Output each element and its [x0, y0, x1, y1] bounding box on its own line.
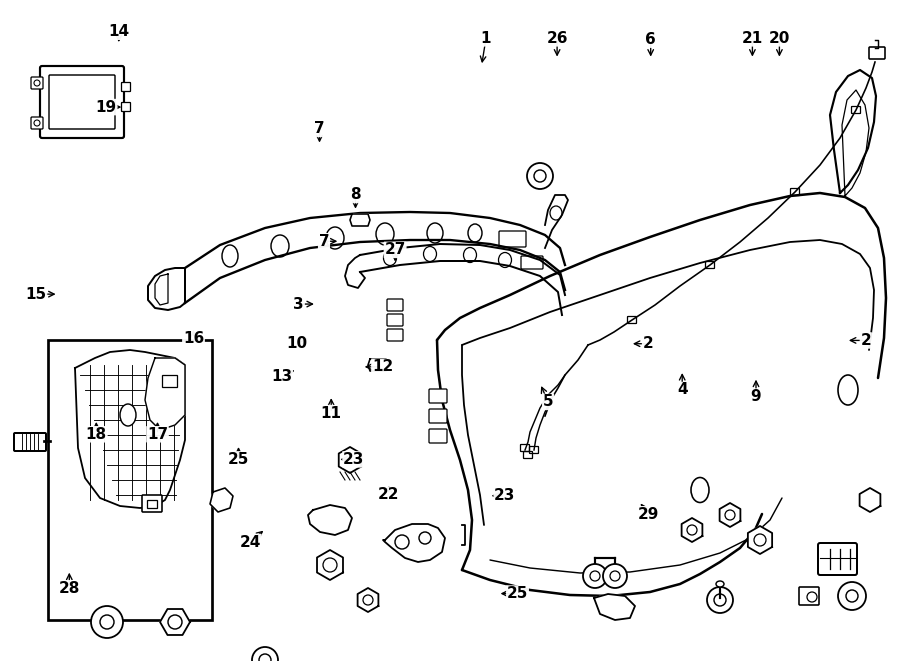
Circle shape [603, 564, 627, 588]
FancyBboxPatch shape [122, 83, 130, 91]
FancyBboxPatch shape [429, 429, 447, 443]
Text: 5: 5 [543, 395, 553, 409]
Text: 22: 22 [378, 487, 400, 502]
Polygon shape [75, 350, 185, 508]
Text: 7: 7 [319, 234, 329, 249]
Text: 16: 16 [183, 331, 204, 346]
Text: 26: 26 [546, 31, 568, 46]
FancyBboxPatch shape [387, 329, 403, 341]
Text: 2: 2 [860, 333, 871, 348]
FancyBboxPatch shape [142, 495, 162, 512]
Polygon shape [681, 518, 702, 542]
Polygon shape [308, 505, 352, 535]
Text: 23: 23 [494, 488, 516, 503]
Text: 4: 4 [677, 383, 688, 397]
Text: 18: 18 [86, 427, 107, 442]
Text: 28: 28 [58, 581, 80, 596]
Circle shape [707, 587, 733, 613]
Polygon shape [345, 255, 365, 288]
Circle shape [252, 647, 278, 661]
Text: 8: 8 [350, 188, 361, 202]
Polygon shape [210, 488, 233, 512]
Polygon shape [545, 195, 568, 248]
Text: 14: 14 [108, 24, 130, 39]
FancyBboxPatch shape [31, 77, 43, 89]
Text: 3: 3 [293, 297, 304, 311]
FancyBboxPatch shape [387, 314, 403, 326]
Circle shape [583, 564, 607, 588]
Circle shape [91, 606, 123, 638]
Text: 25: 25 [507, 586, 528, 601]
FancyBboxPatch shape [387, 299, 403, 311]
Circle shape [838, 582, 866, 610]
Polygon shape [350, 214, 370, 226]
Polygon shape [594, 594, 635, 620]
Text: 25: 25 [228, 452, 249, 467]
Text: 23: 23 [343, 452, 364, 467]
Polygon shape [145, 358, 185, 430]
Polygon shape [160, 609, 190, 635]
Polygon shape [720, 503, 741, 527]
Text: 24: 24 [239, 535, 261, 549]
FancyBboxPatch shape [818, 543, 857, 575]
FancyBboxPatch shape [122, 102, 130, 112]
FancyBboxPatch shape [40, 66, 124, 138]
Text: 12: 12 [372, 360, 393, 374]
Polygon shape [383, 524, 445, 562]
FancyBboxPatch shape [14, 433, 46, 451]
Text: 17: 17 [147, 427, 168, 442]
FancyBboxPatch shape [429, 389, 447, 403]
Text: 11: 11 [320, 406, 342, 420]
Polygon shape [338, 447, 361, 473]
FancyBboxPatch shape [429, 409, 447, 423]
Text: 21: 21 [742, 31, 763, 46]
Text: 27: 27 [384, 243, 406, 257]
Polygon shape [860, 488, 880, 512]
Text: 19: 19 [95, 100, 117, 114]
Polygon shape [317, 550, 343, 580]
Polygon shape [368, 359, 388, 371]
Text: 29: 29 [637, 507, 659, 522]
Polygon shape [357, 588, 378, 612]
Text: 20: 20 [769, 31, 790, 46]
Polygon shape [148, 268, 185, 310]
Text: 9: 9 [751, 389, 761, 404]
Polygon shape [748, 526, 772, 554]
FancyBboxPatch shape [31, 117, 43, 129]
FancyBboxPatch shape [799, 587, 819, 605]
Circle shape [527, 163, 553, 189]
Text: 1: 1 [481, 31, 491, 46]
Text: 13: 13 [271, 369, 292, 384]
Text: 10: 10 [286, 336, 308, 351]
Text: 6: 6 [645, 32, 656, 47]
Text: 7: 7 [314, 122, 325, 136]
Ellipse shape [120, 404, 136, 426]
Text: 15: 15 [25, 287, 47, 301]
Text: 2: 2 [643, 336, 653, 351]
Ellipse shape [716, 581, 724, 587]
